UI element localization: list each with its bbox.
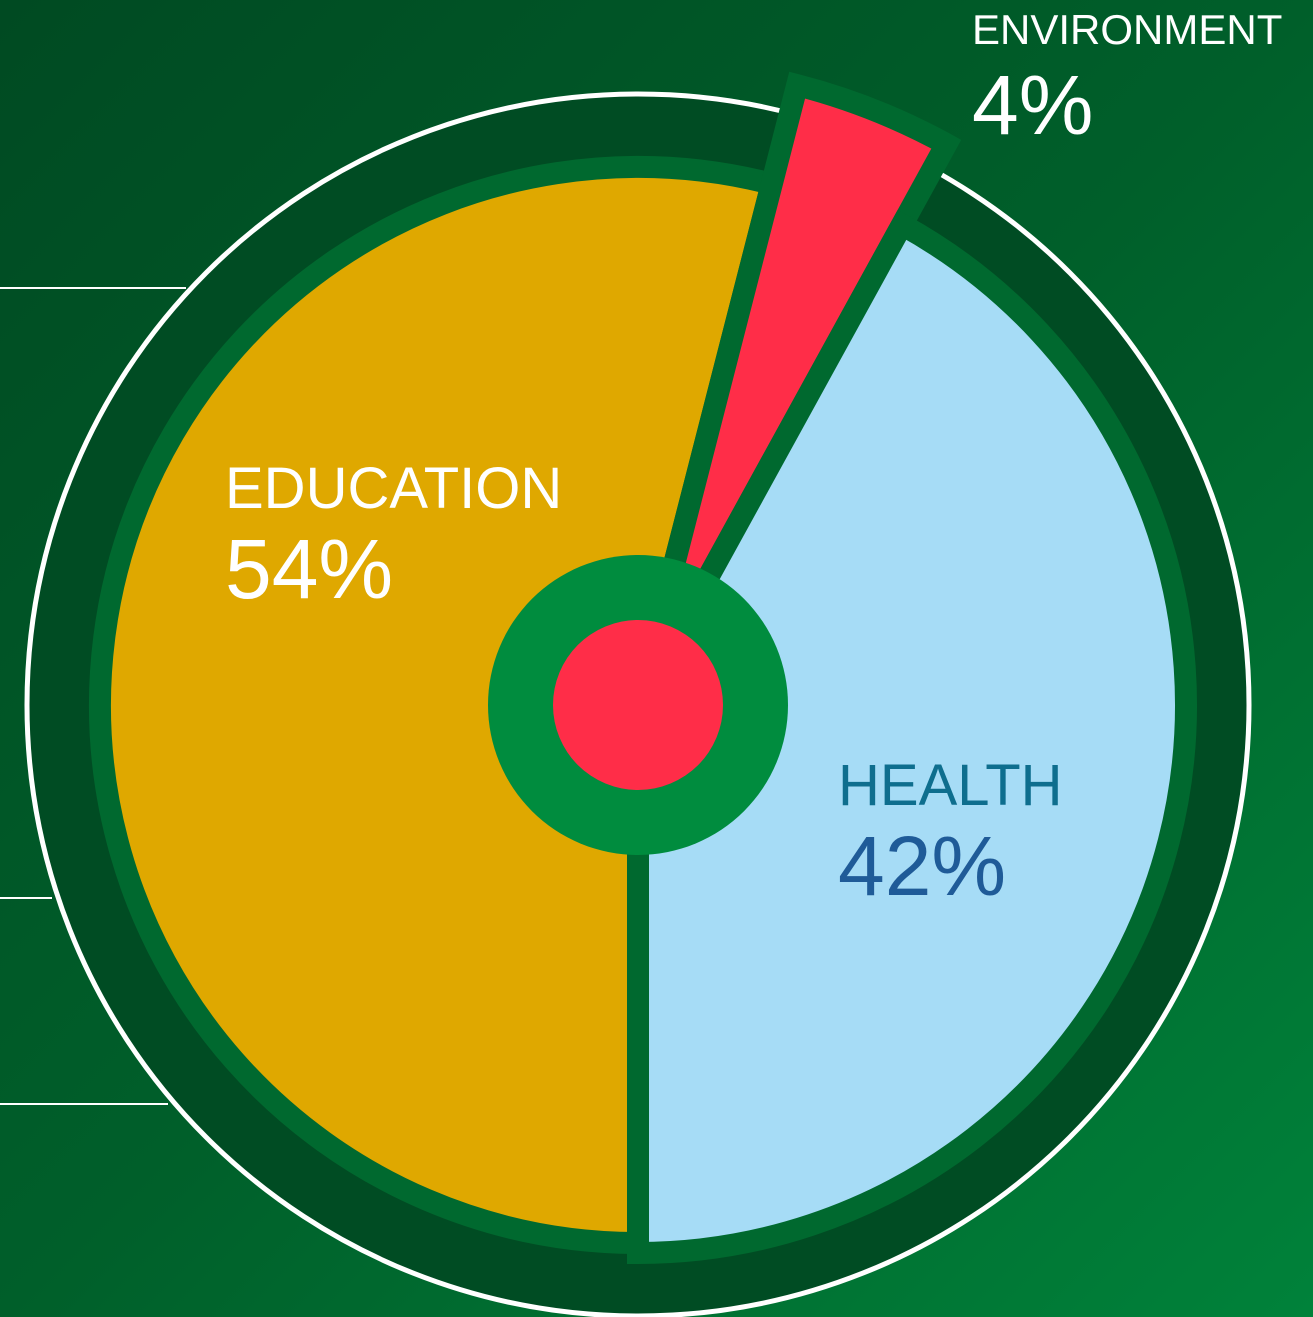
slices (89, 71, 1197, 1265)
slice-name: HEALTH (838, 753, 1063, 818)
slice-name: ENVIRONMENT (972, 6, 1282, 53)
slice-value-label: 4% (972, 58, 1093, 152)
pie-slice (627, 209, 1197, 1265)
slice-value-label: 42% (838, 819, 1006, 913)
pie-slice (89, 156, 786, 1255)
slice-name: EDUCATION (225, 456, 562, 521)
slice-value-label: 54% (225, 522, 393, 616)
center-dot (553, 620, 723, 790)
